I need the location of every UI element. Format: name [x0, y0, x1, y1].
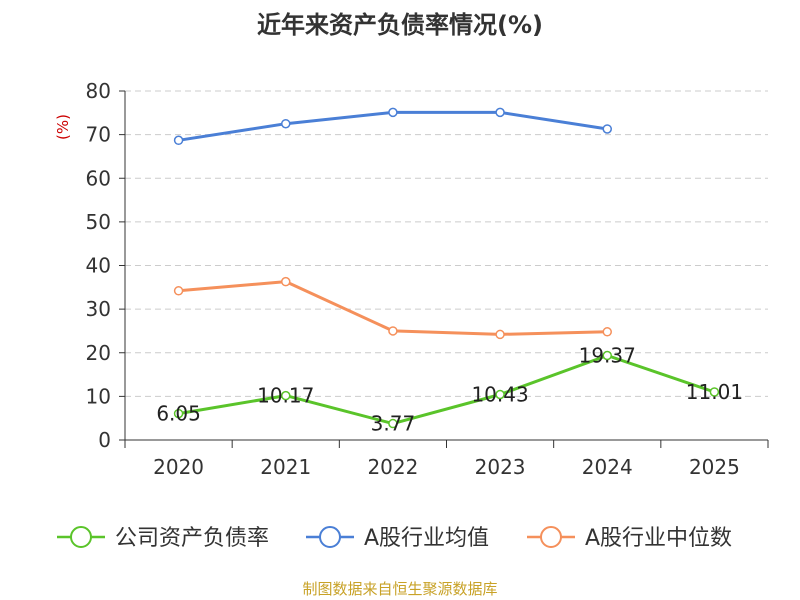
legend-label: A股行业均值	[364, 526, 489, 551]
legend-item: A股行业均值	[306, 526, 489, 551]
data-point	[173, 408, 184, 419]
data-point	[602, 327, 612, 337]
y-tick-label: 80	[86, 79, 111, 103]
y-tick-label: 0	[98, 428, 111, 452]
data-label: 3.77	[371, 412, 416, 436]
legend-label: 公司资产负债率	[115, 526, 269, 551]
data-point	[388, 418, 398, 429]
y-tick-label: 60	[86, 166, 111, 190]
y-tick-label: 20	[86, 341, 111, 365]
legend-item: 公司资产负债率	[57, 526, 269, 551]
legend-marker	[319, 526, 341, 548]
data-point	[173, 135, 184, 146]
y-tick-label: 30	[86, 297, 111, 321]
chart-title: 近年来资产负债率情况(%)	[257, 11, 543, 39]
y-tick-label: 40	[86, 254, 111, 278]
data-point	[709, 387, 720, 397]
series-1	[173, 107, 612, 146]
x-tick-label: 2024	[582, 455, 633, 479]
data-point	[281, 390, 291, 401]
data-point	[495, 329, 505, 340]
legend: 公司资产负债率 A股行业均值 A股行业中位数	[57, 526, 732, 551]
data-point	[602, 350, 612, 361]
data-label: 19.37	[579, 343, 636, 367]
data-point	[388, 107, 398, 118]
data-point	[281, 118, 291, 129]
data-point	[602, 124, 612, 134]
x-tick-label: 2023	[475, 455, 526, 479]
x-tick-label: 2022	[367, 455, 418, 479]
data-label: 10.17	[257, 384, 314, 408]
series-2	[173, 276, 612, 340]
legend-marker	[540, 526, 562, 548]
y-tick-label: 50	[86, 210, 111, 234]
legend-label: A股行业中位数	[585, 526, 732, 551]
series-line	[178, 354, 715, 426]
x-tick-label: 2020	[153, 455, 204, 479]
x-tick-label: 2025	[689, 455, 740, 479]
data-labels: 6.05 10.17 3.77 10.43 19.37 11.01	[156, 343, 743, 435]
data-point	[388, 326, 398, 336]
x-tick-label: 2021	[260, 455, 311, 479]
data-label: 10.43	[471, 382, 528, 406]
data-point	[495, 107, 505, 118]
y-tick-label: 10	[86, 384, 111, 408]
legend-item: A股行业中位数	[527, 526, 732, 551]
data-point	[173, 286, 184, 296]
series-0	[173, 350, 720, 429]
data-label: 6.05	[156, 402, 201, 426]
y-tick-label: 70	[86, 123, 111, 147]
data-point	[281, 276, 291, 287]
data-point	[495, 389, 505, 400]
grid-lines	[125, 90, 768, 397]
source-note: 制图数据来自恒生聚源数据库	[302, 580, 497, 598]
legend-marker	[70, 526, 92, 548]
y-axis-unit: (%)	[54, 114, 72, 140]
axes: 0 10 20 30 40 50 60 70 80 2020 2021 2022 2023 2024 202…	[86, 79, 769, 479]
data-label: 11.01	[686, 380, 743, 404]
series-layer	[173, 107, 720, 429]
